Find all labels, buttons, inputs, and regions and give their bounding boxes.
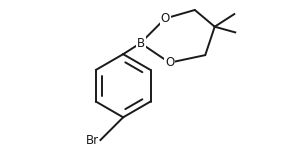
Text: B: B — [136, 37, 145, 50]
Text: O: O — [165, 56, 174, 69]
Text: Br: Br — [85, 134, 98, 147]
Text: O: O — [160, 12, 170, 25]
